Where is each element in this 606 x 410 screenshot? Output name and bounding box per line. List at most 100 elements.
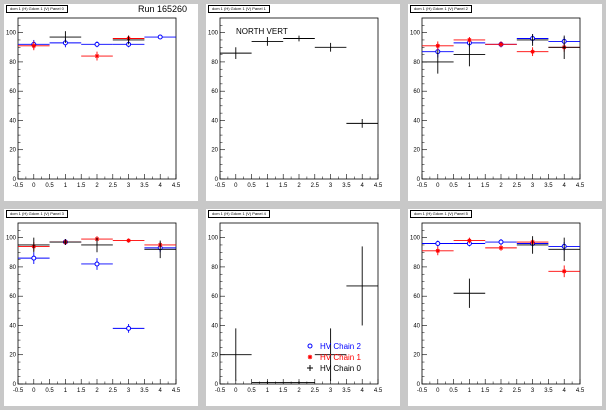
panel-title: dcm 1 (H) Gdcm 1 (V) Panel 0 (6, 5, 68, 13)
y-tick-label: 100 (208, 31, 219, 37)
panel-title: dcm 1 (H) Gdcm 1 (V) Panel 2 (410, 5, 472, 13)
data-point (516, 47, 549, 57)
x-tick-label: -0.5 (215, 388, 226, 394)
x-tick-label: 3 (329, 388, 333, 394)
x-tick-label: 0 (234, 183, 238, 189)
x-tick-label: 4.5 (374, 183, 383, 189)
data-point (144, 240, 176, 259)
data-point (49, 31, 82, 43)
data-point (18, 237, 50, 253)
legend-circle-marker (307, 343, 313, 349)
data-point (453, 42, 486, 67)
circle-marker (157, 34, 163, 40)
x-tick-label: 0 (436, 183, 440, 189)
data-point (516, 236, 549, 254)
x-tick-label: 2 (95, 183, 99, 189)
data-point (220, 328, 252, 382)
x-tick-label: 1.5 (481, 388, 490, 394)
y-tick-label: 100 (410, 31, 421, 37)
y-tick-label: 40 (9, 118, 16, 124)
data-point (112, 35, 145, 45)
star-marker (94, 53, 100, 59)
panel-title: dcm 1 (H) Gdcm 1 (V) Panel 1 (208, 5, 270, 13)
legend-entry: HV Chain 2 (307, 342, 361, 351)
star-marker (498, 42, 504, 47)
plot-panel-2: -0.5 0 0.5 1 1.5 2 2.5 3 3.5 4 4.5 0 20 40 60 80 100 dcm … (408, 4, 602, 201)
x-tick-label: 3 (531, 183, 535, 189)
y-tick-label: 60 (413, 89, 420, 95)
legend-entry: HV Chain 0 (307, 364, 361, 373)
star-marker (562, 269, 567, 274)
data-point (453, 278, 486, 308)
x-tick-label: 3 (127, 388, 131, 394)
y-tick-label: 20 (413, 353, 420, 359)
x-tick-label: 1.5 (77, 388, 86, 394)
circle-marker (94, 41, 100, 47)
data-point (548, 237, 580, 262)
y-tick-label: 20 (9, 148, 16, 154)
circle-marker (498, 239, 504, 245)
star-marker (498, 245, 504, 251)
y-tick-label: 60 (413, 294, 420, 300)
data-point (453, 237, 486, 244)
y-tick-label: 100 (410, 236, 421, 242)
data-point (548, 35, 580, 59)
data-point (112, 238, 145, 243)
plot-panel-4: -0.5 0 0.5 1 1.5 2 2.5 3 3.5 4 4.5 0 20 40 60 80 100 HV C… (206, 209, 400, 406)
data-point (18, 252, 50, 264)
data-point (112, 323, 145, 333)
data-point (81, 237, 113, 253)
x-tick-label: 1.5 (77, 183, 86, 189)
x-tick-label: 3 (127, 183, 131, 189)
data-point (485, 244, 517, 251)
x-tick-label: 1.5 (279, 183, 288, 189)
y-tick-label: 0 (13, 177, 17, 183)
panel-title: dcm 1 (H) Gdcm 1 (V) Panel 4 (208, 210, 270, 218)
x-tick-label: 0.5 (449, 388, 458, 394)
circle-marker (126, 325, 132, 331)
x-tick-label: 0.5 (45, 183, 54, 189)
data-point (49, 239, 82, 245)
star-marker (530, 49, 535, 54)
x-tick-label: 4 (159, 183, 163, 189)
y-tick-label: 60 (9, 294, 16, 300)
data-point (220, 47, 252, 59)
x-tick-label: 2 (499, 183, 503, 189)
star-marker (435, 43, 440, 49)
y-tick-label: 80 (211, 265, 218, 271)
data-point (485, 239, 517, 245)
star-marker (31, 43, 36, 49)
x-tick-label: 4.5 (576, 183, 585, 189)
y-tick-label: 40 (211, 118, 218, 124)
data-point (81, 258, 113, 270)
x-tick-label: 3.5 (342, 183, 351, 189)
x-tick-label: -0.5 (215, 183, 226, 189)
plot-frame (219, 17, 379, 180)
star-marker (435, 248, 440, 254)
plot-panel-5: -0.5 0 0.5 1 1.5 2 2.5 3 3.5 4 4.5 0 20 40 60 80 100 dcm … (408, 209, 602, 406)
y-tick-label: 80 (9, 60, 16, 66)
x-tick-label: 3 (531, 388, 535, 394)
x-tick-label: -0.5 (13, 388, 24, 394)
x-tick-label: 0 (32, 183, 36, 189)
data-point (485, 41, 517, 48)
x-tick-label: 1.5 (279, 388, 288, 394)
run-label: Run 165260 (138, 4, 188, 14)
x-tick-label: 0.5 (247, 183, 256, 189)
x-tick-label: 4 (563, 388, 567, 394)
legend-entry: HV Chain 1 (307, 353, 361, 362)
plot-panel-1: -0.5 0 0.5 1 1.5 2 2.5 3 3.5 4 4.5 0 20 40 60 80 100 NORT… (206, 4, 400, 201)
y-tick-label: 0 (215, 382, 219, 388)
x-tick-label: 2.5 (513, 388, 522, 394)
y-tick-label: 40 (413, 118, 420, 124)
x-tick-label: 4.5 (172, 388, 181, 394)
x-tick-label: 1.5 (481, 183, 490, 189)
data-point (144, 34, 176, 40)
x-tick-label: 3.5 (140, 388, 149, 394)
data-point (346, 118, 378, 128)
circle-marker (94, 261, 100, 267)
